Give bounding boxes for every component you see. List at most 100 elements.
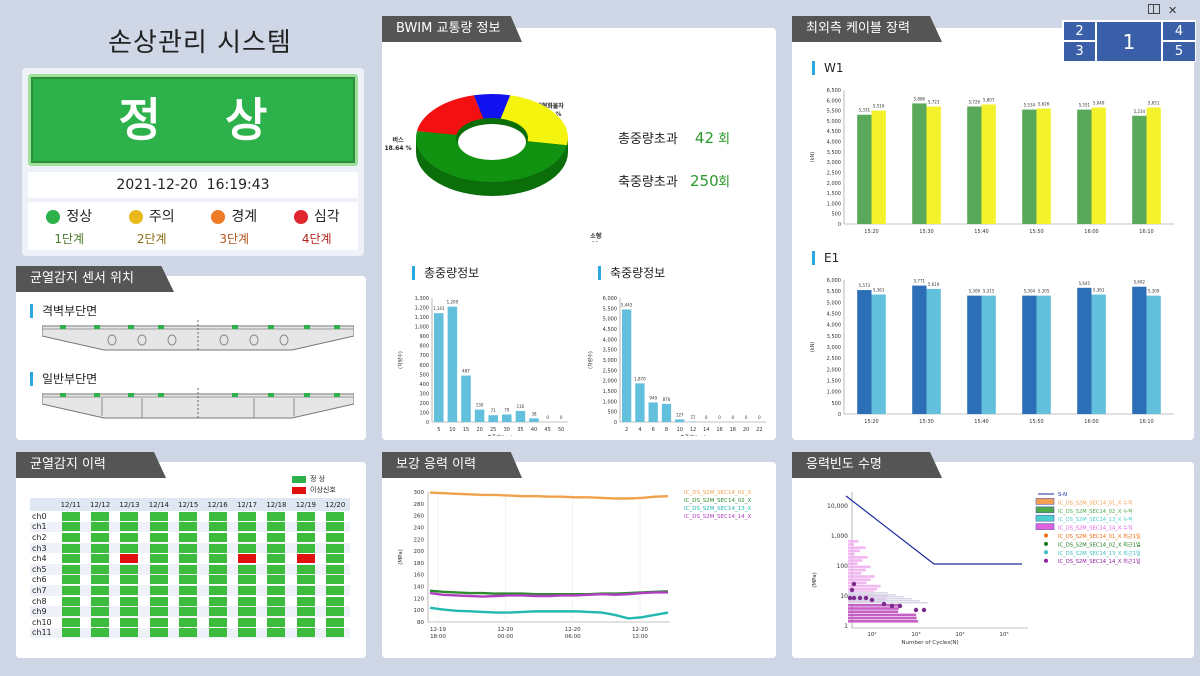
normal-cell[interactable]: [149, 543, 168, 553]
normal-cell[interactable]: [91, 628, 110, 638]
normal-cell[interactable]: [149, 607, 168, 617]
normal-cell[interactable]: [61, 564, 80, 574]
normal-cell[interactable]: [208, 575, 227, 585]
normal-cell[interactable]: [120, 522, 139, 532]
normal-cell[interactable]: [238, 543, 257, 553]
normal-cell[interactable]: [296, 532, 315, 542]
normal-cell[interactable]: [326, 628, 345, 638]
normal-cell[interactable]: [179, 585, 198, 595]
normal-cell[interactable]: [149, 585, 168, 595]
abnormal-cell[interactable]: [296, 554, 315, 564]
bar[interactable]: [488, 415, 498, 422]
normal-cell[interactable]: [149, 522, 168, 532]
donut-slice[interactable]: [500, 95, 568, 146]
normal-cell[interactable]: [91, 596, 110, 606]
bar[interactable]: [1146, 295, 1161, 414]
bar[interactable]: [1036, 295, 1051, 414]
normal-cell[interactable]: [208, 628, 227, 638]
normal-cell[interactable]: [267, 564, 286, 574]
bar[interactable]: [515, 410, 526, 422]
normal-cell[interactable]: [91, 575, 110, 585]
bar[interactable]: [981, 295, 996, 414]
normal-cell[interactable]: [91, 554, 110, 564]
normal-cell[interactable]: [326, 522, 345, 532]
normal-cell[interactable]: [179, 511, 198, 521]
normal-cell[interactable]: [91, 532, 110, 542]
normal-cell[interactable]: [149, 575, 168, 585]
normal-cell[interactable]: [238, 617, 257, 627]
layout-cell-3[interactable]: 3: [1063, 41, 1096, 62]
bar[interactable]: [926, 106, 941, 224]
normal-cell[interactable]: [120, 511, 139, 521]
layout-cell-4[interactable]: 4: [1162, 21, 1196, 41]
abnormal-cell[interactable]: [238, 554, 257, 564]
normal-cell[interactable]: [267, 607, 286, 617]
normal-cell[interactable]: [179, 532, 198, 542]
normal-cell[interactable]: [267, 532, 286, 542]
normal-cell[interactable]: [296, 617, 315, 627]
normal-cell[interactable]: [120, 596, 139, 606]
bar[interactable]: [1132, 286, 1147, 414]
normal-cell[interactable]: [91, 617, 110, 627]
bar[interactable]: [857, 114, 872, 224]
normal-cell[interactable]: [91, 511, 110, 521]
normal-cell[interactable]: [296, 607, 315, 617]
normal-cell[interactable]: [238, 628, 257, 638]
normal-cell[interactable]: [179, 575, 198, 585]
normal-cell[interactable]: [61, 543, 80, 553]
normal-cell[interactable]: [296, 564, 315, 574]
normal-cell[interactable]: [120, 543, 139, 553]
normal-cell[interactable]: [149, 511, 168, 521]
normal-cell[interactable]: [179, 596, 198, 606]
normal-cell[interactable]: [267, 585, 286, 595]
normal-cell[interactable]: [238, 522, 257, 532]
bar[interactable]: [1022, 109, 1037, 224]
layout-cell-2[interactable]: 2: [1063, 21, 1096, 41]
bar[interactable]: [529, 418, 539, 422]
normal-cell[interactable]: [326, 564, 345, 574]
recent-point[interactable]: [869, 597, 875, 603]
normal-cell[interactable]: [61, 617, 80, 627]
normal-cell[interactable]: [238, 585, 257, 595]
bar[interactable]: [434, 313, 444, 422]
normal-cell[interactable]: [120, 585, 139, 595]
normal-cell[interactable]: [296, 511, 315, 521]
recent-point[interactable]: [851, 595, 857, 601]
normal-cell[interactable]: [326, 511, 345, 521]
bar[interactable]: [635, 383, 645, 422]
close-icon[interactable]: ✕: [1168, 4, 1178, 17]
normal-cell[interactable]: [179, 628, 198, 638]
normal-cell[interactable]: [91, 607, 110, 617]
normal-cell[interactable]: [61, 522, 80, 532]
donut-slice[interactable]: [416, 95, 484, 135]
series-line[interactable]: [429, 491, 669, 500]
normal-cell[interactable]: [238, 511, 257, 521]
normal-cell[interactable]: [61, 607, 80, 617]
bar[interactable]: [648, 402, 658, 422]
series-line[interactable]: [429, 606, 669, 620]
normal-cell[interactable]: [61, 554, 80, 564]
normal-cell[interactable]: [179, 543, 198, 553]
normal-cell[interactable]: [208, 596, 227, 606]
bar[interactable]: [661, 403, 672, 422]
bar[interactable]: [461, 375, 471, 422]
normal-cell[interactable]: [238, 564, 257, 574]
bar[interactable]: [1091, 107, 1106, 224]
normal-cell[interactable]: [149, 628, 168, 638]
bar[interactable]: [967, 295, 982, 414]
recent-point[interactable]: [851, 581, 857, 587]
bar[interactable]: [981, 104, 996, 224]
normal-cell[interactable]: [267, 511, 286, 521]
normal-cell[interactable]: [120, 575, 139, 585]
normal-cell[interactable]: [208, 543, 227, 553]
normal-cell[interactable]: [61, 532, 80, 542]
normal-cell[interactable]: [208, 511, 227, 521]
bar[interactable]: [857, 290, 872, 414]
normal-cell[interactable]: [179, 564, 198, 574]
normal-cell[interactable]: [149, 554, 168, 564]
normal-cell[interactable]: [326, 575, 345, 585]
normal-cell[interactable]: [326, 554, 345, 564]
normal-cell[interactable]: [238, 575, 257, 585]
normal-cell[interactable]: [149, 564, 168, 574]
bar[interactable]: [871, 110, 886, 224]
